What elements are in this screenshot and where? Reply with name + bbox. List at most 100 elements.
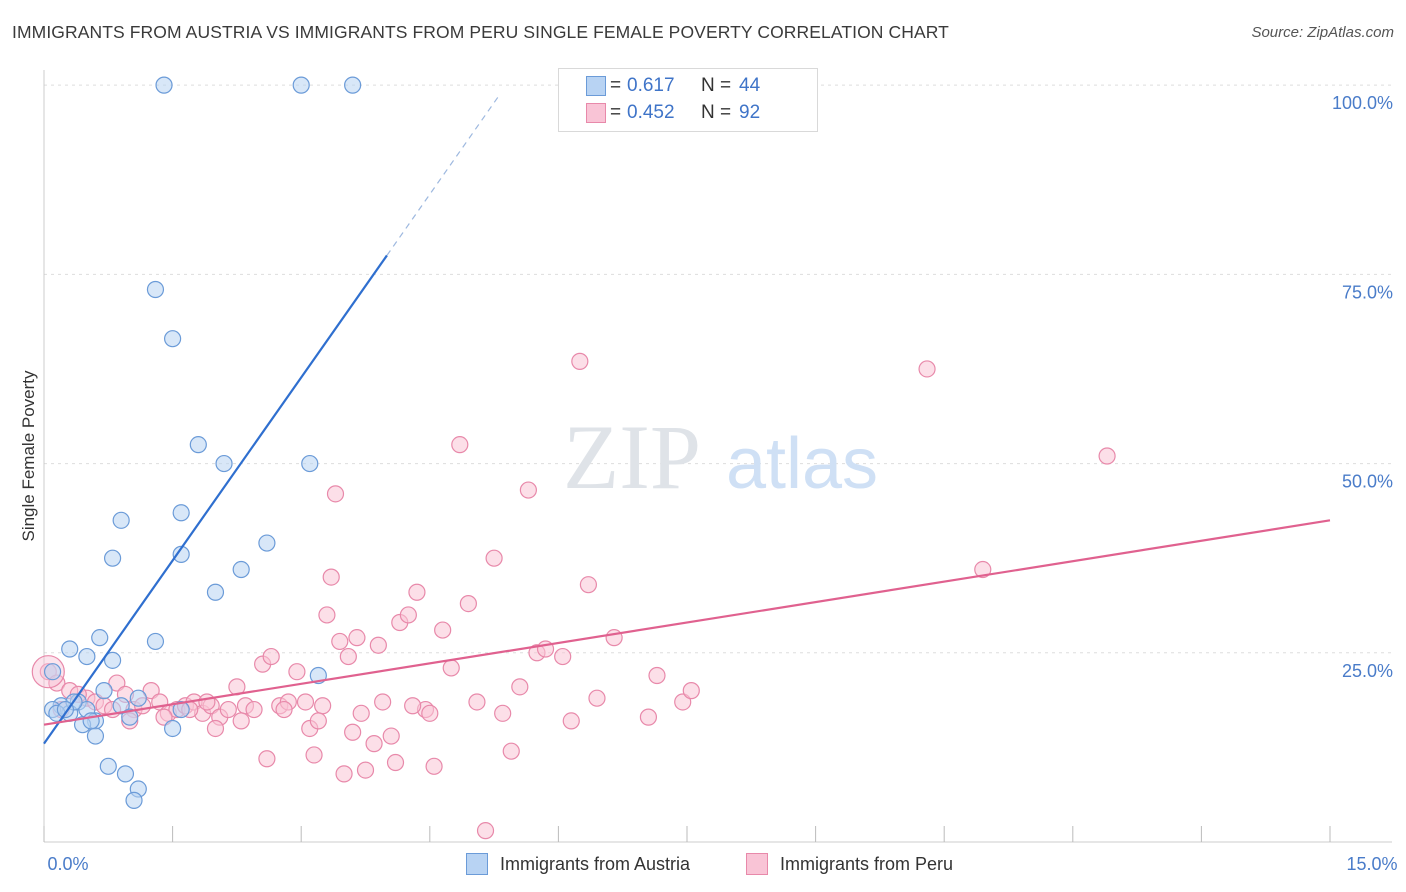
peru-point	[318, 606, 336, 624]
peru-point	[258, 750, 276, 768]
austria-point	[301, 454, 319, 473]
austria-point	[146, 280, 165, 299]
austria-point	[258, 534, 276, 552]
legend-n-label: N =	[701, 75, 732, 96]
austria-point	[155, 76, 173, 94]
peru-point	[309, 712, 327, 730]
peru-point	[352, 704, 370, 722]
peru-point	[588, 689, 606, 707]
peru-point	[365, 735, 383, 753]
peru-point	[408, 583, 426, 601]
source-credit: Source: ZipAtlas.com	[1251, 24, 1394, 41]
peru-point	[502, 742, 520, 760]
peru-point	[314, 697, 332, 715]
peru-point	[459, 594, 477, 613]
legend-n-value-peru: 92	[739, 102, 761, 123]
austria-point	[129, 689, 147, 707]
peru-trend-line	[43, 519, 1331, 726]
peru-point	[219, 700, 237, 719]
peru-point	[605, 629, 623, 647]
peru-point	[198, 693, 216, 711]
watermark-zip: ZIP	[563, 406, 701, 508]
peru-point	[296, 693, 315, 711]
legend-swatch-austria	[586, 76, 606, 96]
peru-point	[404, 697, 422, 715]
austria-point	[103, 549, 122, 567]
peru-point	[155, 708, 173, 726]
legend-swatch-peru	[586, 103, 606, 123]
peru-point	[262, 647, 280, 666]
austria-point	[189, 436, 207, 454]
y-tick-label: 50.0%	[1342, 472, 1393, 492]
y-tick-label: 25.0%	[1342, 661, 1393, 681]
y-tick-label: 100.0%	[1332, 93, 1393, 113]
austria-point	[103, 651, 122, 669]
peru-point	[476, 822, 495, 840]
peru-point	[421, 704, 439, 722]
austria-point	[121, 708, 139, 726]
peru-point	[108, 674, 126, 692]
peru-point	[344, 723, 362, 741]
peru-point	[331, 632, 349, 651]
peru-point	[275, 700, 293, 719]
watermark-atlas: atlas	[726, 424, 878, 504]
y-axis-label: Single Female Poverty	[19, 370, 38, 542]
legend-n-value-austria: 44	[739, 75, 761, 96]
peru-point	[339, 647, 357, 666]
austria-point	[125, 791, 143, 809]
peru-point	[571, 352, 589, 370]
peru-point	[485, 549, 503, 567]
series-swatch-peru	[746, 853, 768, 875]
austria-point	[146, 632, 165, 651]
peru-point	[554, 647, 572, 666]
correlation-legend: R = 0.617 N = 44 R = 0.452 N = 92	[558, 68, 818, 132]
trend-layer	[43, 96, 1331, 745]
peru-point	[434, 621, 452, 639]
series-legend-austria[interactable]: Immigrants from Austria	[466, 850, 690, 878]
austria-point	[112, 697, 130, 715]
peru-point	[442, 659, 460, 677]
peru-point	[562, 712, 580, 730]
legend-row-peru: R = 0.452 N = 92	[586, 101, 761, 125]
austria-point	[215, 454, 233, 473]
y-tick-label: 75.0%	[1342, 282, 1393, 302]
peru-point	[288, 663, 306, 681]
peru-point	[918, 360, 936, 378]
peru-point	[451, 436, 469, 454]
axis-layer: 25.0% 50.0% 75.0% 100.0%	[43, 70, 1393, 843]
peru-point	[382, 727, 400, 745]
series-legend-peru[interactable]: Immigrants from Peru	[746, 850, 953, 878]
austria-point	[164, 330, 182, 348]
austria-point	[43, 663, 62, 681]
austria-point	[172, 700, 190, 719]
peru-point	[674, 693, 692, 711]
peru-point	[335, 765, 353, 783]
legend-r-value-austria: 0.617	[627, 75, 675, 96]
austria-point	[344, 76, 362, 94]
austria-point	[91, 629, 109, 647]
austria-point	[116, 765, 135, 783]
peru-point	[305, 746, 323, 764]
austria-point	[99, 757, 117, 775]
chart-title: IMMIGRANTS FROM AUSTRIA VS IMMIGRANTS FR…	[12, 22, 949, 42]
watermark: ZIP atlas	[563, 406, 878, 508]
x-tick-label-max: 15.0%	[1346, 854, 1397, 874]
peru-point	[579, 576, 598, 594]
peru-point	[142, 682, 160, 700]
legend-row-austria: R = 0.617 N = 44	[586, 74, 761, 98]
austria-point	[292, 76, 310, 94]
austria-point	[232, 560, 250, 579]
austria-point	[206, 583, 225, 601]
series-label-austria: Immigrants from Austria	[500, 853, 691, 874]
series-swatch-austria	[466, 853, 488, 875]
austria-trend-line	[43, 254, 388, 745]
peru-point	[682, 682, 700, 700]
austria-point	[95, 682, 113, 700]
peru-point	[369, 636, 387, 654]
peru-point	[374, 693, 392, 711]
peru-point	[399, 606, 417, 624]
peru-point	[519, 481, 537, 499]
austria-point	[78, 647, 96, 666]
peru-point	[425, 757, 443, 775]
